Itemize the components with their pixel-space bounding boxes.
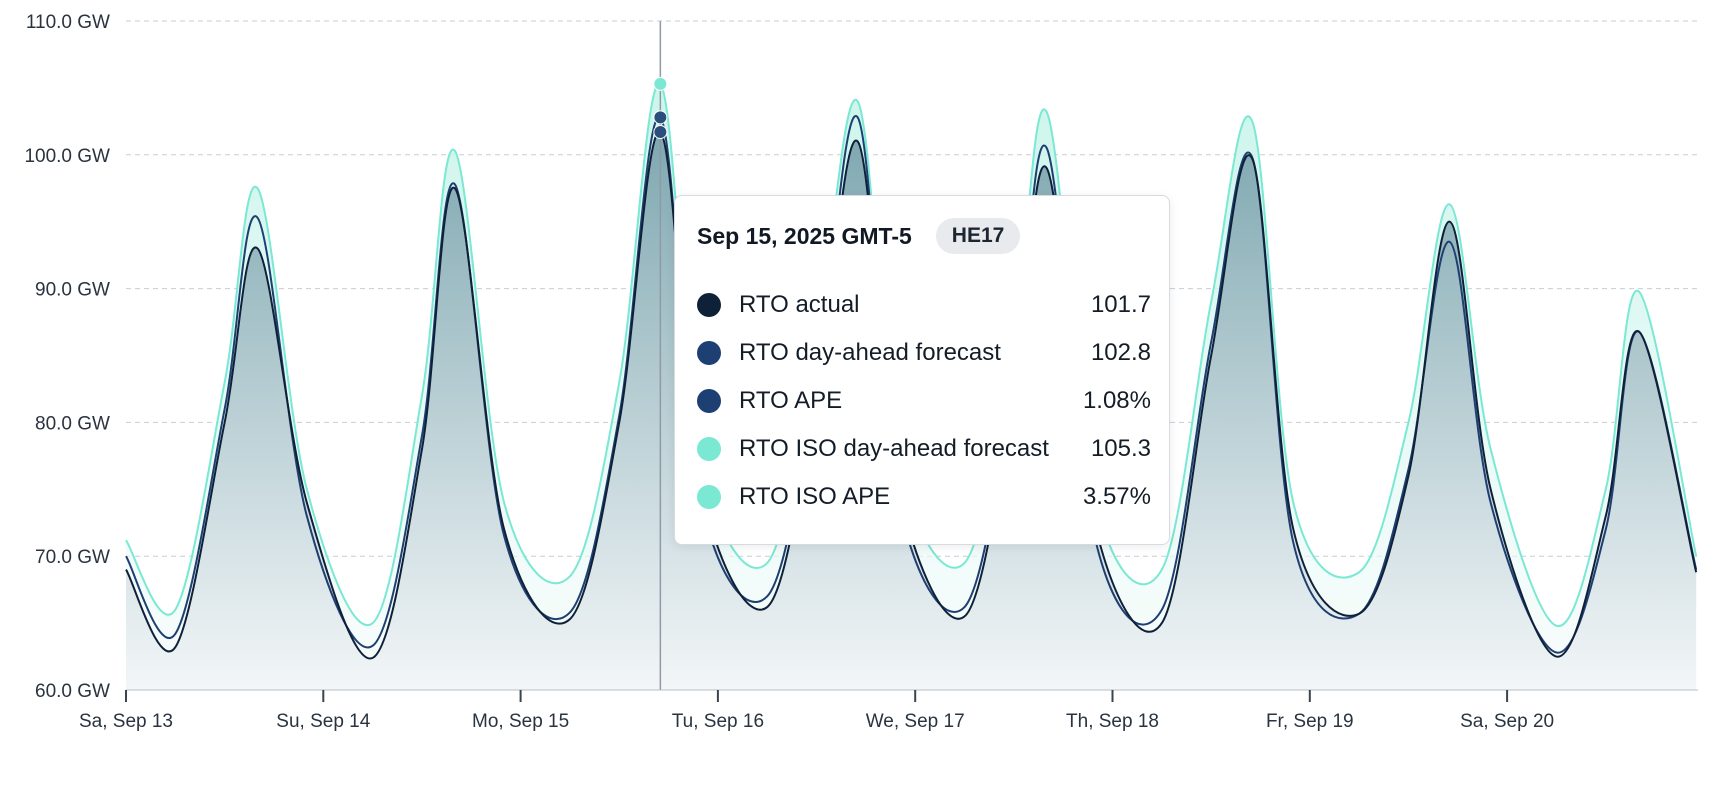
tooltip-row-value: 102.8 bbox=[1090, 339, 1151, 366]
x-tick-label: Mo, Sep 15 bbox=[472, 711, 569, 732]
tooltip-row-value: 1.08% bbox=[1082, 387, 1151, 414]
tooltip-row-value: 3.57% bbox=[1082, 483, 1151, 510]
tooltip-row: RTO ISO day-ahead forecast 105.3 bbox=[697, 425, 1151, 473]
tooltip-rows: RTO actual 101.7 RTO day-ahead forecast … bbox=[697, 281, 1151, 521]
tooltip-row-value: 105.3 bbox=[1090, 435, 1151, 462]
tooltip-hour-badge: HE17 bbox=[935, 218, 1021, 254]
tooltip-row: RTO actual 101.7 bbox=[697, 281, 1151, 329]
x-tick-label: Th, Sep 18 bbox=[1066, 711, 1159, 732]
y-tick-label: 90.0 GW bbox=[35, 280, 110, 301]
tooltip-row: RTO APE 1.08% bbox=[697, 377, 1151, 425]
tooltip-row-label: RTO actual bbox=[739, 291, 860, 318]
series-dot-icon bbox=[697, 389, 721, 413]
series-dot-icon bbox=[697, 437, 721, 461]
x-tick-label: Sa, Sep 20 bbox=[1460, 711, 1554, 732]
tooltip-row: RTO day-ahead forecast 102.8 bbox=[697, 329, 1151, 377]
tooltip-header: Sep 15, 2025 GMT-5 HE17 bbox=[697, 218, 1021, 254]
x-tick-label: Su, Sep 14 bbox=[276, 711, 370, 732]
y-tick-label: 70.0 GW bbox=[35, 547, 110, 568]
x-tick-label: We, Sep 17 bbox=[866, 711, 965, 732]
y-tick-label: 60.0 GW bbox=[35, 681, 110, 702]
hover-point-marker bbox=[653, 125, 668, 140]
y-tick-label: 110.0 GW bbox=[26, 12, 110, 33]
y-tick-label: 80.0 GW bbox=[35, 413, 110, 434]
x-tick-label: Fr, Sep 19 bbox=[1266, 711, 1354, 732]
tooltip-row-value: 101.7 bbox=[1090, 291, 1151, 318]
x-tick-label: Tu, Sep 16 bbox=[672, 711, 764, 732]
hover-point-marker bbox=[653, 110, 668, 125]
hover-point-marker bbox=[653, 76, 668, 91]
x-tick-label: Sa, Sep 13 bbox=[79, 711, 173, 732]
tooltip-row-label: RTO ISO day-ahead forecast bbox=[739, 435, 1049, 462]
y-tick-label: 100.0 GW bbox=[24, 146, 110, 167]
series-dot-icon bbox=[697, 341, 721, 365]
tooltip-row-label: RTO ISO APE bbox=[739, 483, 891, 510]
tooltip-date: Sep 15, 2025 GMT-5 bbox=[697, 222, 912, 249]
tooltip-row-label: RTO day-ahead forecast bbox=[739, 339, 1001, 366]
tooltip-row: RTO ISO APE 3.57% bbox=[697, 473, 1151, 521]
series-dot-icon bbox=[697, 485, 721, 509]
hover-crosshair bbox=[653, 21, 668, 690]
tooltip-row-label: RTO APE bbox=[739, 387, 843, 414]
hover-tooltip: Sep 15, 2025 GMT-5 HE17 RTO actual 101.7… bbox=[674, 195, 1170, 545]
series-dot-icon bbox=[697, 293, 721, 317]
axes: 60.0 GW 70.0 GW 80.0 GW 90.0 GW 100.0 GW 110.… bbox=[24, 12, 1698, 732]
actual-area bbox=[126, 131, 1697, 691]
